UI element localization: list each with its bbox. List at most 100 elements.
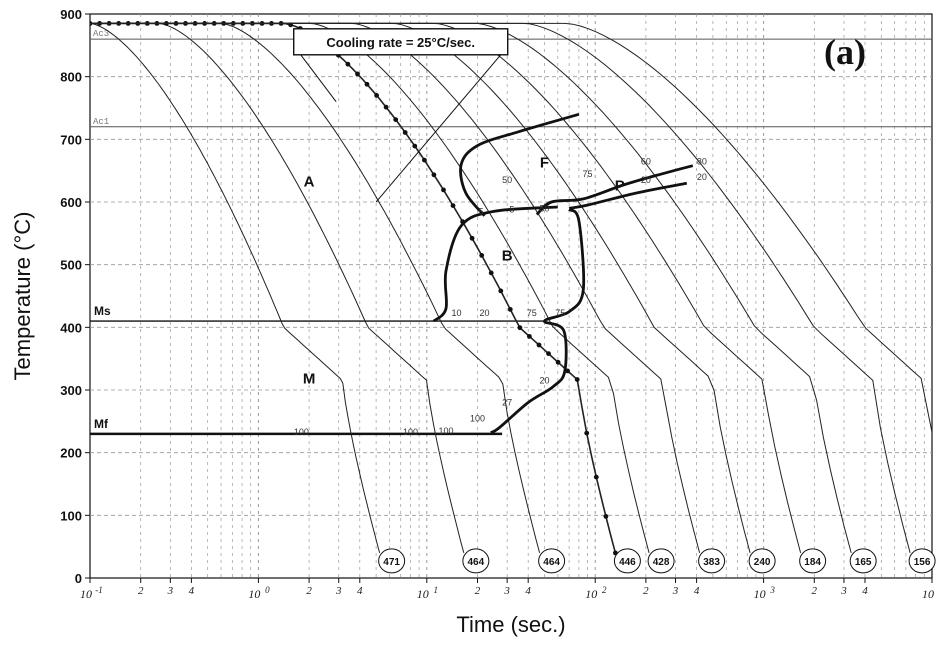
hardness-marker: 446 xyxy=(613,548,641,574)
percent-label: 27 xyxy=(502,398,512,408)
reference-line-label: Ms xyxy=(94,304,111,318)
curve-dot xyxy=(422,157,427,163)
reference-line-label: Ac3 xyxy=(93,29,109,39)
percent-label: 50 xyxy=(502,175,512,185)
plot-area xyxy=(89,13,933,579)
curve-dot xyxy=(517,325,523,331)
hardness-marker: 471 xyxy=(378,548,406,574)
x-tick-label: 2 xyxy=(306,585,312,597)
hardness-circle xyxy=(799,548,827,574)
percent-label: 100 xyxy=(294,427,309,437)
transformation-curve-ferrite-start xyxy=(459,112,580,217)
curve-dot xyxy=(412,143,418,149)
y-tick-label: 300 xyxy=(60,383,82,398)
hardness-circle xyxy=(647,548,675,574)
hardness-value: 156 xyxy=(914,557,931,568)
hardness-circle xyxy=(849,548,877,574)
curve-dot xyxy=(488,270,494,276)
x-tick-label: 2 xyxy=(138,585,144,597)
x-tick-label: 3 xyxy=(167,585,174,597)
hardness-circle xyxy=(538,548,566,574)
hardness-marker: 184 xyxy=(799,548,827,574)
curve-dot xyxy=(574,377,580,382)
y-tick-label: 900 xyxy=(60,7,82,22)
x-tick-label: 10 xyxy=(417,587,429,601)
region-label: F xyxy=(540,155,549,172)
hardness-circle xyxy=(613,548,641,574)
curve-dot xyxy=(374,93,379,98)
hardness-value: 383 xyxy=(703,557,720,568)
percent-label: 60 xyxy=(641,156,651,166)
curve-dot xyxy=(555,359,561,365)
x-tick-label: 3 xyxy=(503,585,510,597)
x-tick-label: 2 xyxy=(475,585,481,597)
y-tick-label: 0 xyxy=(75,571,82,586)
grid xyxy=(90,14,932,578)
x-tick-label: 2 xyxy=(643,585,649,597)
curve-dot xyxy=(345,61,351,67)
hardness-circle xyxy=(748,548,776,574)
region-label: M xyxy=(303,371,316,388)
curve-dot xyxy=(383,104,389,110)
percent-label: 5 xyxy=(509,205,514,215)
hardness-value: 184 xyxy=(804,557,821,568)
curve-dot xyxy=(393,117,399,122)
x-tick-label: 3 xyxy=(840,585,847,597)
y-axis-label: Temperature (°C) xyxy=(10,212,35,381)
x-tick-exponent: 2 xyxy=(602,585,607,595)
curve-dot xyxy=(469,235,475,241)
hardness-circle xyxy=(378,548,406,574)
hardness-value: 240 xyxy=(754,557,771,568)
x-tick-label: 10 xyxy=(248,587,260,601)
x-tick-label: 4 xyxy=(694,585,700,597)
y-tick-label: 400 xyxy=(60,320,82,335)
curve-dot xyxy=(479,253,485,258)
percent-label: 75 xyxy=(527,308,537,318)
reference-line-label: Mf xyxy=(94,417,109,431)
y-tick-label: 200 xyxy=(60,446,82,461)
hardness-marker: 464 xyxy=(538,548,566,574)
x-tick-exponent: 3 xyxy=(769,585,775,595)
y-tick-label: 700 xyxy=(60,132,82,147)
transformation-curve-bainite-end xyxy=(490,208,586,434)
hardness-value: 464 xyxy=(468,557,485,568)
transformation-curves xyxy=(432,112,694,434)
x-tick-exponent: 0 xyxy=(265,585,270,595)
x-tick-label: 10 xyxy=(922,587,934,601)
x-tick-label: 4 xyxy=(862,585,868,597)
x-tick-label: 2 xyxy=(812,585,818,597)
curve-dot xyxy=(593,474,599,480)
y-tick-label: 500 xyxy=(60,258,82,273)
percent-label: 20 xyxy=(479,308,489,318)
y-tick-label: 600 xyxy=(60,195,82,210)
x-tick-label: 4 xyxy=(525,585,531,597)
x-tick-label: 10 xyxy=(754,587,766,601)
x-tick-label: 10 xyxy=(80,587,92,601)
percent-label: 20 xyxy=(539,376,549,386)
y-tick-label: 100 xyxy=(60,508,82,523)
x-tick-label: 4 xyxy=(357,585,363,597)
hardness-value: 464 xyxy=(543,557,560,568)
transformation-curve-pearlite-start xyxy=(535,164,694,216)
percent-label: 20 xyxy=(697,172,707,182)
hardness-marker: 464 xyxy=(462,548,490,574)
curve-dot xyxy=(355,71,360,77)
region-label: P xyxy=(615,178,625,195)
percent-label: 20 xyxy=(641,175,651,185)
hardness-marker: 156 xyxy=(908,548,936,574)
curve-dot xyxy=(441,187,446,193)
hardness-marker: 165 xyxy=(849,548,877,574)
region-label: A xyxy=(304,173,315,190)
x-tick-label: 4 xyxy=(189,585,195,597)
y-tick-label: 800 xyxy=(60,70,82,85)
reference-line-label: Ac1 xyxy=(93,117,109,127)
cooling-curve xyxy=(90,22,932,435)
hardness-value: 446 xyxy=(619,557,636,568)
curve-dot xyxy=(431,172,437,178)
curve-dot xyxy=(402,130,408,135)
callout-box xyxy=(293,28,509,56)
panel-label: (a) xyxy=(824,32,866,72)
